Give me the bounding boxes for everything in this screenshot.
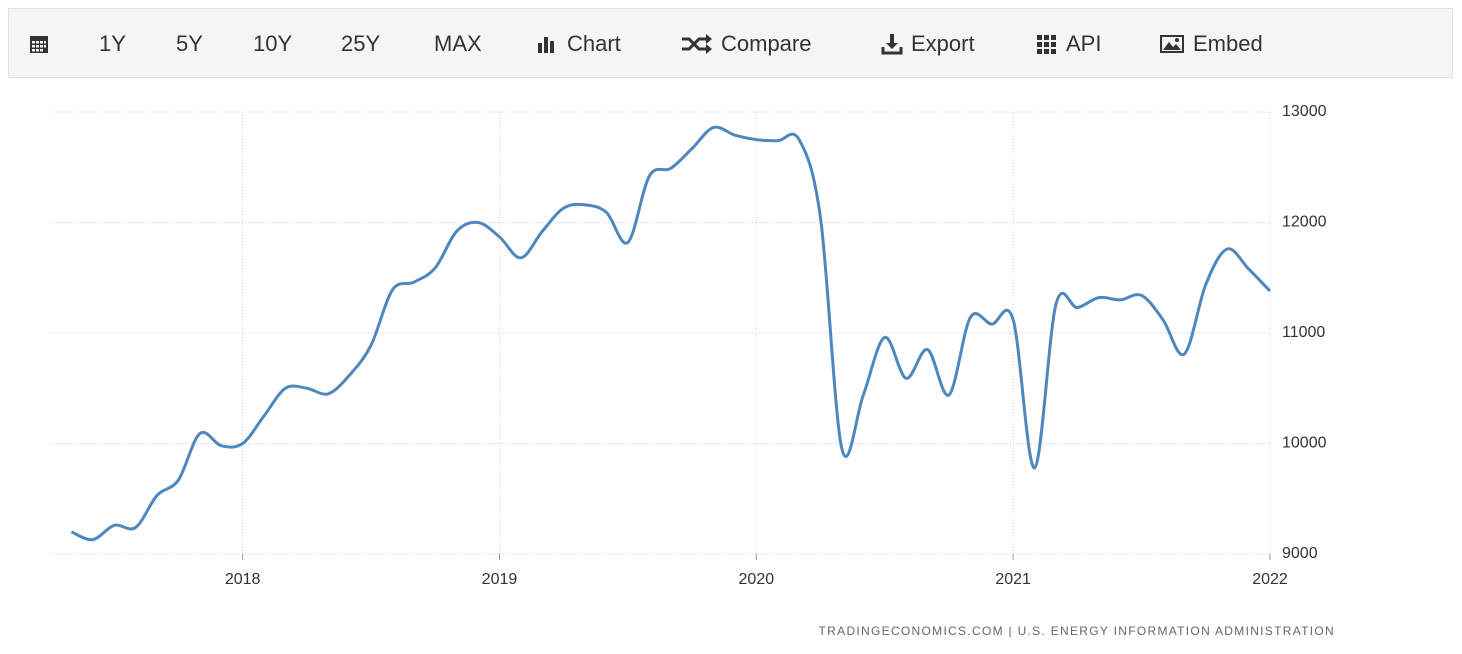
source-note: TRADINGECONOMICS.COM | U.S. ENERGY INFOR… <box>819 624 1335 638</box>
x-tick-label: 2022 <box>1252 571 1288 588</box>
y-tick-label: 11000 <box>1282 324 1325 341</box>
chart-button[interactable]: Chart <box>537 9 621 79</box>
label: MAX <box>434 31 482 56</box>
x-tick-label: 2020 <box>739 571 775 588</box>
embed-button[interactable]: Embed <box>1159 9 1263 79</box>
export-button[interactable]: Export <box>881 9 975 79</box>
y-tick-label: 10000 <box>1282 435 1327 452</box>
toolbar: 1Y 5Y 10Y 25Y MAX Chart Compare Export A… <box>8 8 1453 78</box>
label: Embed <box>1193 31 1263 56</box>
label: Export <box>911 31 975 56</box>
range-max[interactable]: MAX <box>434 9 482 79</box>
label: 1Y <box>99 31 126 56</box>
line-series <box>70 125 1272 542</box>
range-1y[interactable]: 1Y <box>99 9 126 79</box>
label: 5Y <box>176 31 203 56</box>
label: Chart <box>567 31 621 56</box>
label: 10Y <box>253 31 293 56</box>
compare-button[interactable]: Compare <box>681 9 811 79</box>
label: 25Y <box>341 31 381 56</box>
calendar-button[interactable] <box>29 9 49 79</box>
x-tick-label: 2021 <box>995 571 1031 588</box>
range-5y[interactable]: 5Y <box>176 9 203 79</box>
label: API <box>1066 31 1102 56</box>
x-tick-label: 2019 <box>482 571 518 588</box>
range-25y[interactable]: 25Y <box>341 9 380 79</box>
label: Compare <box>721 31 812 56</box>
y-tick-label: 13000 <box>1282 103 1327 120</box>
range-10y[interactable]: 10Y <box>253 9 292 79</box>
api-button[interactable]: API <box>1036 9 1101 79</box>
y-tick-label: 9000 <box>1282 545 1318 562</box>
x-tick-label: 2018 <box>225 571 261 588</box>
y-tick-label: 12000 <box>1282 214 1327 231</box>
